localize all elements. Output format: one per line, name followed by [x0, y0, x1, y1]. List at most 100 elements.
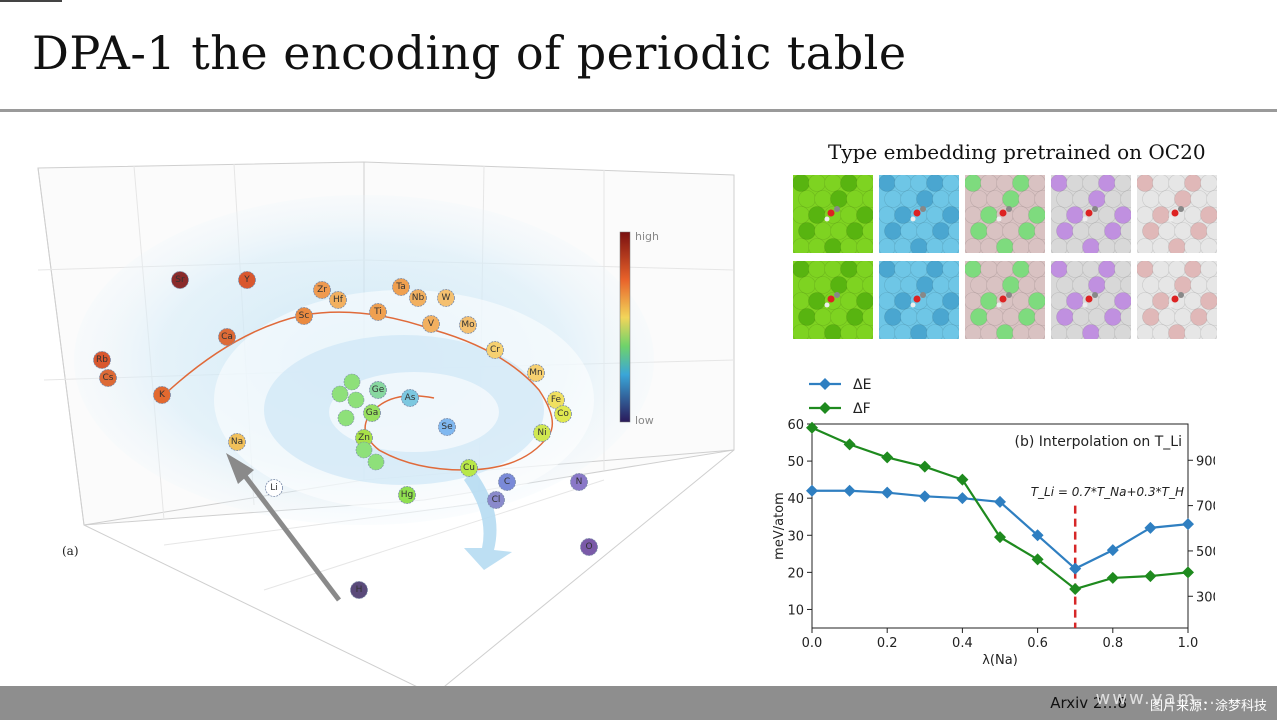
series-point — [1144, 570, 1157, 583]
element-node-se: Se — [438, 418, 456, 436]
series-point — [956, 473, 969, 486]
element-symbol: Ti — [373, 307, 382, 317]
element-node-ta: Ta — [392, 278, 410, 296]
colorbar-low-label: low — [635, 414, 654, 427]
structure-tile — [793, 261, 873, 339]
element-node-y: Y — [238, 271, 256, 289]
chart-annotation: T_Li = 0.7*T_Na+0.3*T_H — [1031, 485, 1184, 499]
panel-label-a: (a) — [62, 544, 79, 558]
element-node-unlabeled — [337, 409, 355, 427]
element-node-nb: Nb — [409, 289, 427, 307]
series-point — [1144, 521, 1157, 534]
y2-tick-label: 500 — [1196, 545, 1215, 560]
structure-tiles — [793, 175, 1217, 343]
element-symbol: Rb — [96, 355, 108, 365]
x-tick-label: 0.6 — [1027, 636, 1048, 651]
element-symbol: Ta — [395, 282, 406, 292]
element-symbol: Hg — [401, 490, 413, 500]
x-tick-label: 0.8 — [1102, 636, 1123, 651]
element-symbol: N — [576, 477, 583, 487]
element-symbol: Co — [557, 409, 569, 419]
element-symbol: Cu — [463, 463, 475, 473]
x-tick-label: 1.0 — [1178, 636, 1199, 651]
footer-source: 图片来源：涂梦科技 — [1149, 699, 1267, 714]
element-symbol: Na — [231, 437, 243, 447]
direction-arrow — [226, 453, 341, 602]
structure-tile — [965, 261, 1045, 339]
element-symbol: Sr — [175, 275, 185, 285]
element-node-mo: Mo — [459, 316, 477, 334]
element-symbol: Cr — [490, 345, 500, 355]
series-point — [843, 438, 856, 451]
colorbar: high low — [619, 230, 659, 427]
element-node-unlabeled — [347, 391, 365, 409]
footer-watermark: www.vam… — [1095, 688, 1217, 709]
element-symbol: Sc — [299, 311, 310, 321]
legend-label: ΔF — [853, 401, 871, 417]
series-point — [1031, 529, 1044, 542]
series-point — [806, 421, 818, 434]
series-point — [1182, 566, 1194, 579]
element-node-ga: Ga — [363, 404, 381, 422]
y-tick-label: 50 — [787, 455, 804, 470]
element-node-o: O — [580, 538, 598, 556]
element-node-v: V — [422, 315, 440, 333]
element-node-cu: Cu — [460, 459, 478, 477]
series-point — [881, 451, 894, 464]
element-symbol: Se — [441, 422, 453, 432]
element-symbol: Zn — [358, 433, 370, 443]
legend-label: ΔE — [853, 377, 871, 393]
element-node-as: As — [401, 389, 419, 407]
element-symbol: Nb — [412, 293, 425, 303]
element-node-ge: Ge — [369, 381, 387, 399]
element-node-cl: Cl — [487, 491, 505, 509]
element-node-w: W — [437, 289, 455, 307]
element-symbol: As — [405, 393, 416, 403]
embedding-title: Type embedding pretrained on OC20 — [828, 140, 1206, 164]
footer-bar: Arxiv 2…8 www.vam… 图片来源：涂梦科技 — [0, 686, 1277, 720]
element-node-fe: Fe — [547, 391, 565, 409]
title-bar: DPA-1 the encoding of periodic table — [0, 0, 1277, 112]
x-tick-label: 0.4 — [952, 636, 973, 651]
element-node-li: Li — [265, 479, 283, 497]
y2-tick-label: 300 — [1196, 590, 1215, 605]
series-point — [956, 492, 969, 505]
structure-tile — [793, 175, 873, 253]
element-nodes: Rb Cs K Na Li H Sr Ca Y Sc Zr Hf Ti Ta Nb V W Mo Cr Mn Fe Co N… — [93, 271, 598, 599]
series-point — [918, 490, 931, 503]
y2-tick-label: 900 — [1196, 454, 1215, 469]
series-point — [918, 460, 931, 473]
element-node-h: H — [350, 581, 368, 599]
element-symbol: Y — [243, 275, 250, 285]
series-point — [806, 484, 818, 497]
legend-marker — [819, 378, 831, 390]
interpolation-chart: 0.0 0.2 0.4 0.6 0.8 1.0 10 20 30 40 50 60 300 500 700 9… — [765, 368, 1232, 678]
element-node-na: Na — [228, 433, 246, 451]
series-point — [1182, 518, 1194, 531]
plot-frame — [811, 423, 1189, 629]
element-symbol: C — [504, 477, 510, 487]
chart-title: (b) Interpolation on T_Li — [1015, 434, 1182, 450]
structure-tile — [879, 175, 959, 253]
element-symbol: Mn — [529, 368, 542, 378]
structure-tile — [1051, 175, 1131, 253]
element-node-cs: Cs — [99, 369, 117, 387]
element-node-unlabeled — [367, 453, 385, 471]
element-node-n: N — [570, 473, 588, 491]
structure-tile — [1137, 175, 1217, 253]
y-tick-label: 40 — [787, 492, 804, 507]
element-node-sc: Sc — [295, 307, 313, 325]
y-tick-label: 10 — [787, 603, 804, 618]
element-symbol: Cl — [492, 495, 501, 505]
series-point — [994, 495, 1006, 508]
element-node-rb: Rb — [93, 351, 111, 369]
element-symbol: Li — [270, 483, 278, 493]
embedding-3d-plot: high low Rb Cs K Na Li H Sr Ca Y Sc Zr Hf Ti Ta Nb V W Mo… — [37, 161, 735, 696]
element-symbol: H — [356, 585, 363, 595]
element-node-unlabeled — [343, 373, 361, 391]
structure-tile — [1137, 261, 1217, 339]
element-symbol: Hf — [333, 295, 344, 305]
series-point — [881, 486, 894, 499]
chart-svg: 0.0 0.2 0.4 0.6 0.8 1.0 10 20 30 40 50 60 300 500 700 9… — [772, 377, 1232, 668]
periodic-embedding-figure: high low Rb Cs K Na Li H Sr Ca Y Sc Zr Hf Ti Ta Nb V W Mo… — [34, 150, 754, 696]
